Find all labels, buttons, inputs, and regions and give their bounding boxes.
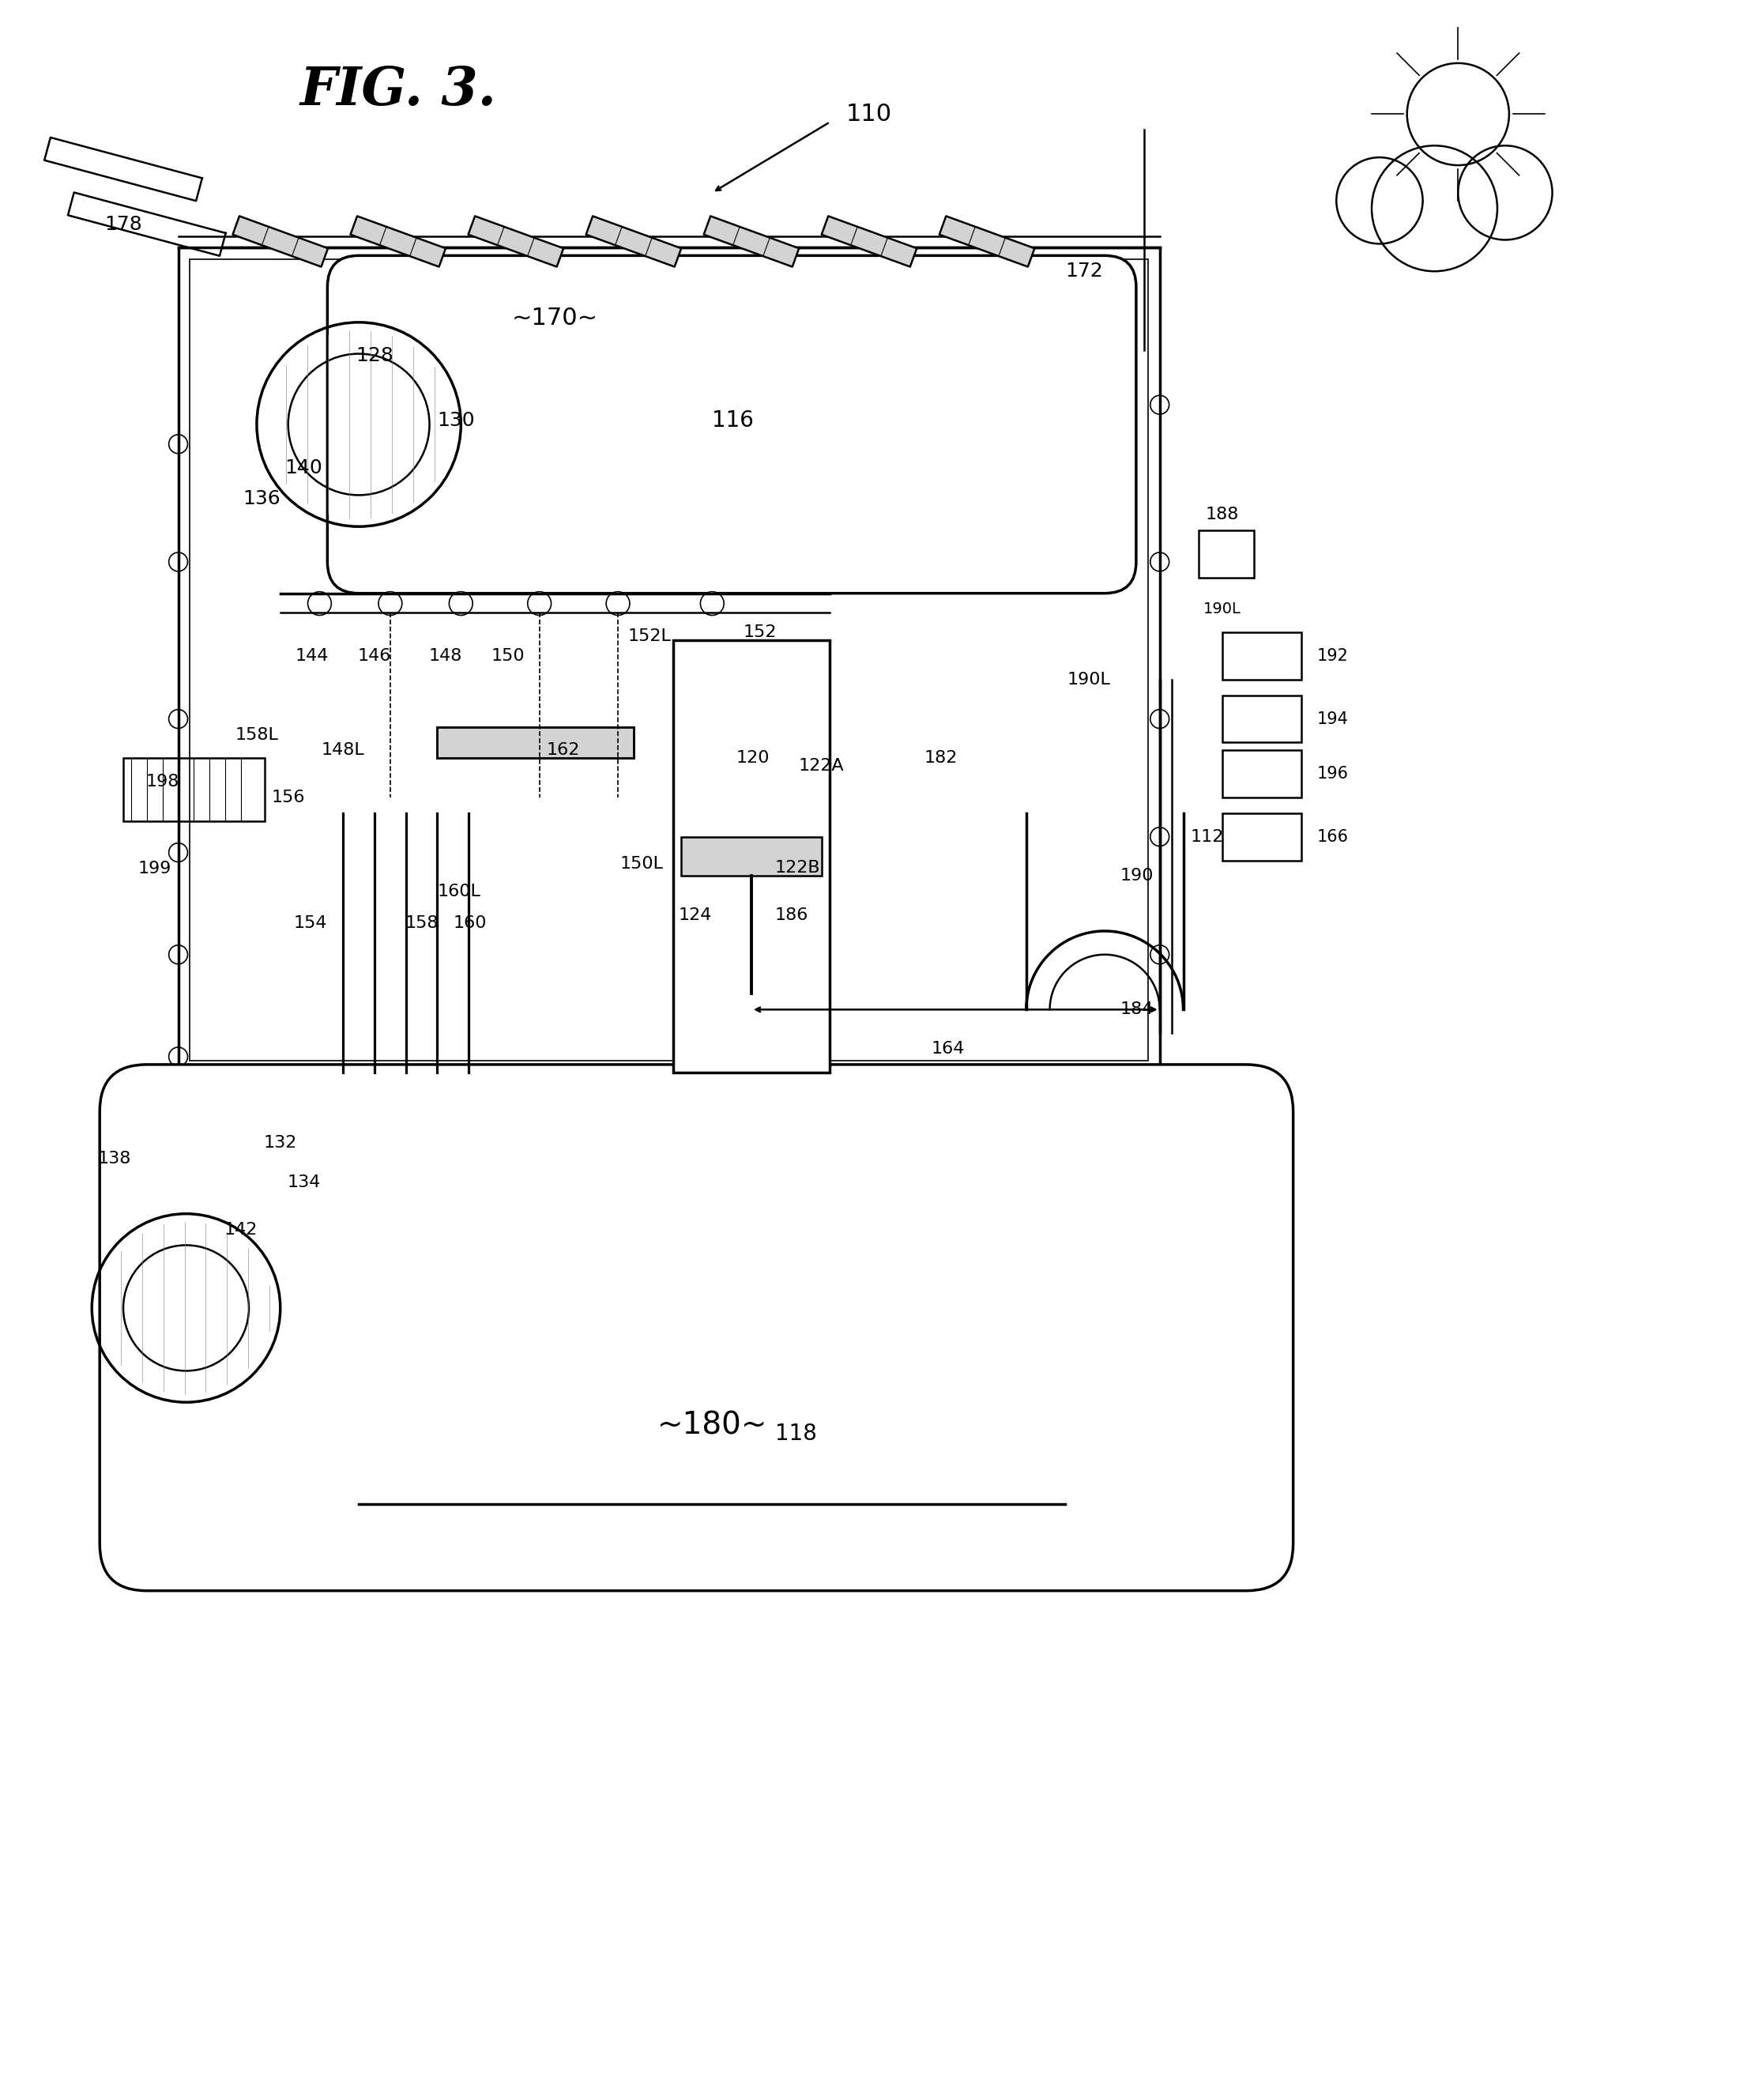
Bar xyxy=(437,727,634,758)
Text: ~170~: ~170~ xyxy=(512,307,597,330)
Polygon shape xyxy=(821,216,917,267)
Text: 186: 186 xyxy=(776,907,809,924)
Text: 184: 184 xyxy=(1120,1002,1155,1018)
Text: 178: 178 xyxy=(105,214,142,233)
Text: 194: 194 xyxy=(1317,712,1349,727)
Text: 190L: 190L xyxy=(1204,601,1242,615)
Text: 128: 128 xyxy=(356,347,393,365)
Text: 162: 162 xyxy=(547,743,580,758)
Text: 196: 196 xyxy=(1317,766,1349,781)
Text: 190: 190 xyxy=(1120,867,1155,884)
Bar xyxy=(681,836,823,876)
Text: 154: 154 xyxy=(293,916,327,930)
FancyBboxPatch shape xyxy=(327,256,1136,594)
Text: 130: 130 xyxy=(437,412,475,430)
Text: 164: 164 xyxy=(931,1042,964,1056)
Text: 182: 182 xyxy=(924,750,957,766)
Text: 188: 188 xyxy=(1205,506,1239,523)
Text: 140: 140 xyxy=(285,458,323,477)
Polygon shape xyxy=(468,216,564,267)
Text: 138: 138 xyxy=(98,1151,131,1168)
Text: FIG. 3.: FIG. 3. xyxy=(300,65,496,116)
Bar xyxy=(1198,531,1254,578)
Text: 142: 142 xyxy=(224,1222,259,1237)
Text: 132: 132 xyxy=(264,1136,297,1151)
Text: 150L: 150L xyxy=(620,857,664,872)
Text: 190L: 190L xyxy=(1067,672,1111,687)
Text: 160: 160 xyxy=(452,916,487,930)
Polygon shape xyxy=(940,216,1034,267)
Polygon shape xyxy=(351,216,445,267)
FancyBboxPatch shape xyxy=(100,1065,1293,1590)
Circle shape xyxy=(528,592,552,615)
Text: 122A: 122A xyxy=(798,758,844,775)
Text: 158L: 158L xyxy=(236,727,278,743)
Text: 152: 152 xyxy=(744,624,777,640)
Circle shape xyxy=(606,592,629,615)
Text: 150: 150 xyxy=(491,649,524,664)
Text: 148L: 148L xyxy=(321,743,365,758)
Bar xyxy=(437,727,634,758)
Text: 144: 144 xyxy=(295,649,328,664)
Bar xyxy=(190,260,1148,1060)
Polygon shape xyxy=(704,216,798,267)
Bar xyxy=(124,758,264,821)
Circle shape xyxy=(379,592,402,615)
Bar xyxy=(1223,813,1302,861)
Text: 124: 124 xyxy=(678,907,713,924)
Text: 122B: 122B xyxy=(776,861,821,876)
Text: 112: 112 xyxy=(1190,830,1223,844)
Bar xyxy=(1223,632,1302,680)
Text: 152L: 152L xyxy=(627,628,671,645)
Text: 172: 172 xyxy=(1066,262,1102,281)
Bar xyxy=(1223,750,1302,798)
Text: 166: 166 xyxy=(1317,830,1349,844)
Polygon shape xyxy=(68,193,225,256)
Circle shape xyxy=(307,592,332,615)
Text: 156: 156 xyxy=(271,790,306,806)
Bar xyxy=(673,640,830,1073)
Text: 134: 134 xyxy=(287,1174,321,1191)
Polygon shape xyxy=(232,216,328,267)
Text: 192: 192 xyxy=(1317,649,1349,664)
Polygon shape xyxy=(44,137,203,202)
Text: 198: 198 xyxy=(145,775,180,790)
Text: 148: 148 xyxy=(428,649,461,664)
Text: 110: 110 xyxy=(846,103,891,126)
Circle shape xyxy=(701,592,723,615)
Text: ~180~: ~180~ xyxy=(657,1411,767,1441)
Text: 118: 118 xyxy=(776,1422,818,1445)
Text: 116: 116 xyxy=(713,410,755,433)
Text: 136: 136 xyxy=(243,489,280,508)
Polygon shape xyxy=(585,216,681,267)
Text: 160L: 160L xyxy=(437,884,480,899)
Text: 120: 120 xyxy=(735,750,769,766)
Text: 199: 199 xyxy=(138,861,171,876)
Text: 146: 146 xyxy=(358,649,391,664)
Circle shape xyxy=(449,592,473,615)
Text: 158: 158 xyxy=(405,916,438,930)
Bar xyxy=(1223,695,1302,743)
Bar xyxy=(178,248,1160,1073)
